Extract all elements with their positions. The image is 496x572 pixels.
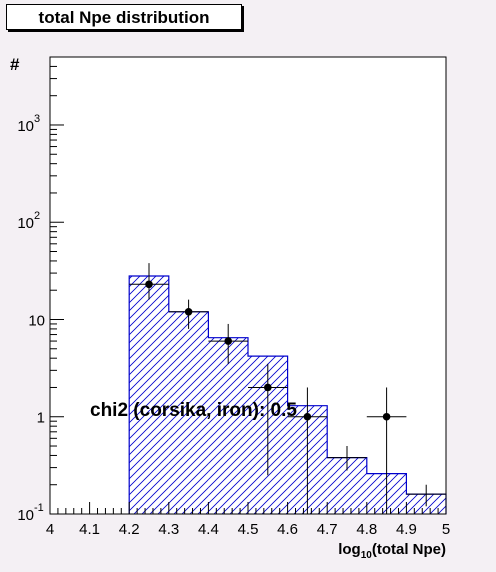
x-axis-label: log10(total Npe) bbox=[338, 541, 446, 561]
histogram-outline bbox=[128, 275, 447, 514]
data-point bbox=[224, 337, 232, 345]
x-tick-label: 4.2 bbox=[119, 521, 140, 538]
y-axis-label: # bbox=[10, 55, 20, 74]
chi2-annotation: chi2 (corsika, iron): 0.5 bbox=[90, 400, 297, 421]
data-point bbox=[382, 412, 391, 421]
chart-title: total Npe distribution bbox=[38, 8, 210, 27]
chart-title-box: total Npe distribution bbox=[6, 4, 242, 30]
data-point bbox=[145, 280, 153, 289]
y-tick-label-exponent: 3 bbox=[34, 113, 40, 125]
x-tick-label: 4.5 bbox=[238, 521, 259, 538]
x-tick-label: 5 bbox=[442, 521, 450, 538]
histogram-bar bbox=[208, 337, 248, 514]
y-tick-label: 10 bbox=[28, 312, 45, 329]
x-tick-label: 4.3 bbox=[158, 521, 179, 538]
y-tick-label: 10 bbox=[17, 118, 34, 135]
data-point bbox=[184, 307, 193, 316]
x-tick-label: 4.9 bbox=[396, 521, 417, 538]
x-tick-label: 4.7 bbox=[317, 521, 338, 538]
x-tick-label: 4.8 bbox=[356, 521, 377, 538]
x-tick-label: 4.6 bbox=[277, 521, 298, 538]
y-tick-label-exponent: 2 bbox=[34, 210, 40, 222]
y-tick-label: 1 bbox=[37, 410, 45, 427]
x-tick-label: 4.4 bbox=[198, 521, 219, 538]
data-point bbox=[264, 383, 272, 392]
data-point bbox=[303, 412, 312, 421]
y-tick-label: 10 bbox=[17, 215, 34, 232]
histogram-bar bbox=[168, 311, 209, 514]
y-tick-label: 10 bbox=[17, 507, 34, 524]
x-tick-label: 4.1 bbox=[79, 521, 100, 538]
histogram-bar bbox=[129, 276, 169, 514]
y-tick-label-exponent: -1 bbox=[34, 502, 44, 514]
x-tick-label: 4 bbox=[46, 521, 54, 538]
